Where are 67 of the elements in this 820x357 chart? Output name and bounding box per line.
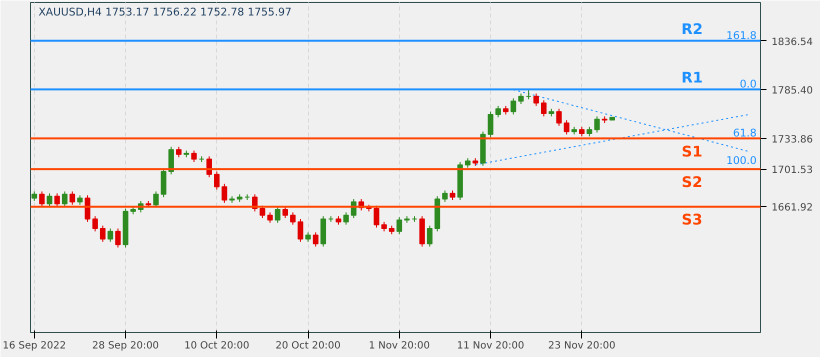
- candlestick: [115, 228, 121, 248]
- y-tick-label: 1836.54: [772, 36, 813, 48]
- x-tick-label: 16 Sep 2022: [2, 340, 66, 352]
- candlestick: [222, 183, 228, 204]
- ref-line-label: S1: [682, 143, 702, 160]
- candlestick: [298, 218, 304, 242]
- candlestick: [526, 88, 532, 100]
- ref-line-label: S3: [682, 212, 702, 229]
- candlestick: [381, 221, 387, 232]
- candlestick: [62, 190, 68, 208]
- candlestick: [343, 212, 349, 226]
- candlestick: [282, 206, 288, 219]
- candlestick: [77, 194, 83, 206]
- candlestick: [579, 126, 585, 137]
- candlestick: [464, 158, 471, 168]
- chart-title: XAUUSD,H4 1753.17 1756.22 1752.78 1755.97: [38, 6, 292, 18]
- candlestick: [100, 225, 106, 242]
- x-tick-label: 20 Oct 20:00: [275, 340, 341, 352]
- x-tick-label: 10 Oct 20:00: [184, 340, 250, 352]
- candlestick: [442, 190, 448, 202]
- candlestick: [312, 232, 318, 248]
- candlestick: [488, 111, 494, 138]
- x-tick-label: 28 Sep 20:00: [92, 340, 159, 352]
- y-tick-label: 1733.86: [772, 134, 813, 146]
- candlestick: [54, 192, 60, 208]
- candlestick: [32, 190, 38, 202]
- candlestick: [108, 228, 114, 242]
- candlestick: [168, 146, 174, 175]
- annotation: 61.8: [732, 126, 757, 140]
- candlestick: [495, 105, 501, 118]
- candlestick: [290, 212, 296, 226]
- candlestick: [267, 212, 273, 224]
- candlestick: [160, 168, 166, 198]
- candlestick: [70, 190, 76, 206]
- candlestick: [518, 93, 524, 105]
- candlestick: [594, 116, 600, 134]
- y-tick-label: 1661.92: [772, 202, 813, 214]
- candlestick: [374, 205, 380, 228]
- candlestick: [92, 216, 98, 232]
- x-tick-label: 1 Nov 20:00: [368, 340, 430, 352]
- annotation: 161.8: [726, 28, 757, 42]
- x-tick-label: 23 Nov 20:00: [548, 340, 616, 352]
- candlestick: [46, 192, 52, 208]
- x-tick-label: 11 Nov 20:00: [456, 340, 524, 352]
- candlestick: [564, 120, 570, 135]
- candlestick: [541, 100, 547, 117]
- candlestick: [586, 126, 592, 137]
- candlestick: [39, 190, 45, 208]
- candlestick: [260, 205, 266, 219]
- ref-line-label: R1: [681, 69, 703, 86]
- candlestick: [214, 170, 220, 190]
- candlestick: [176, 146, 182, 158]
- y-tick-label: 1701.53: [772, 165, 813, 176]
- y-tick-label: 1785.40: [772, 85, 813, 96]
- candlestick: [556, 108, 562, 126]
- candlestick: [305, 232, 311, 242]
- candlestick: [274, 206, 280, 224]
- candlestick: [533, 93, 539, 106]
- annotation: 100.0: [726, 154, 757, 167]
- ref-line-label: R2: [681, 20, 703, 38]
- annotation: 0.0: [740, 77, 757, 90]
- candlestick: [450, 190, 456, 201]
- candlestick: [396, 216, 402, 235]
- ref-line-label: S2: [682, 174, 702, 192]
- candlestick: [191, 150, 197, 162]
- candlestick: [510, 98, 516, 115]
- candlestick: [426, 225, 432, 248]
